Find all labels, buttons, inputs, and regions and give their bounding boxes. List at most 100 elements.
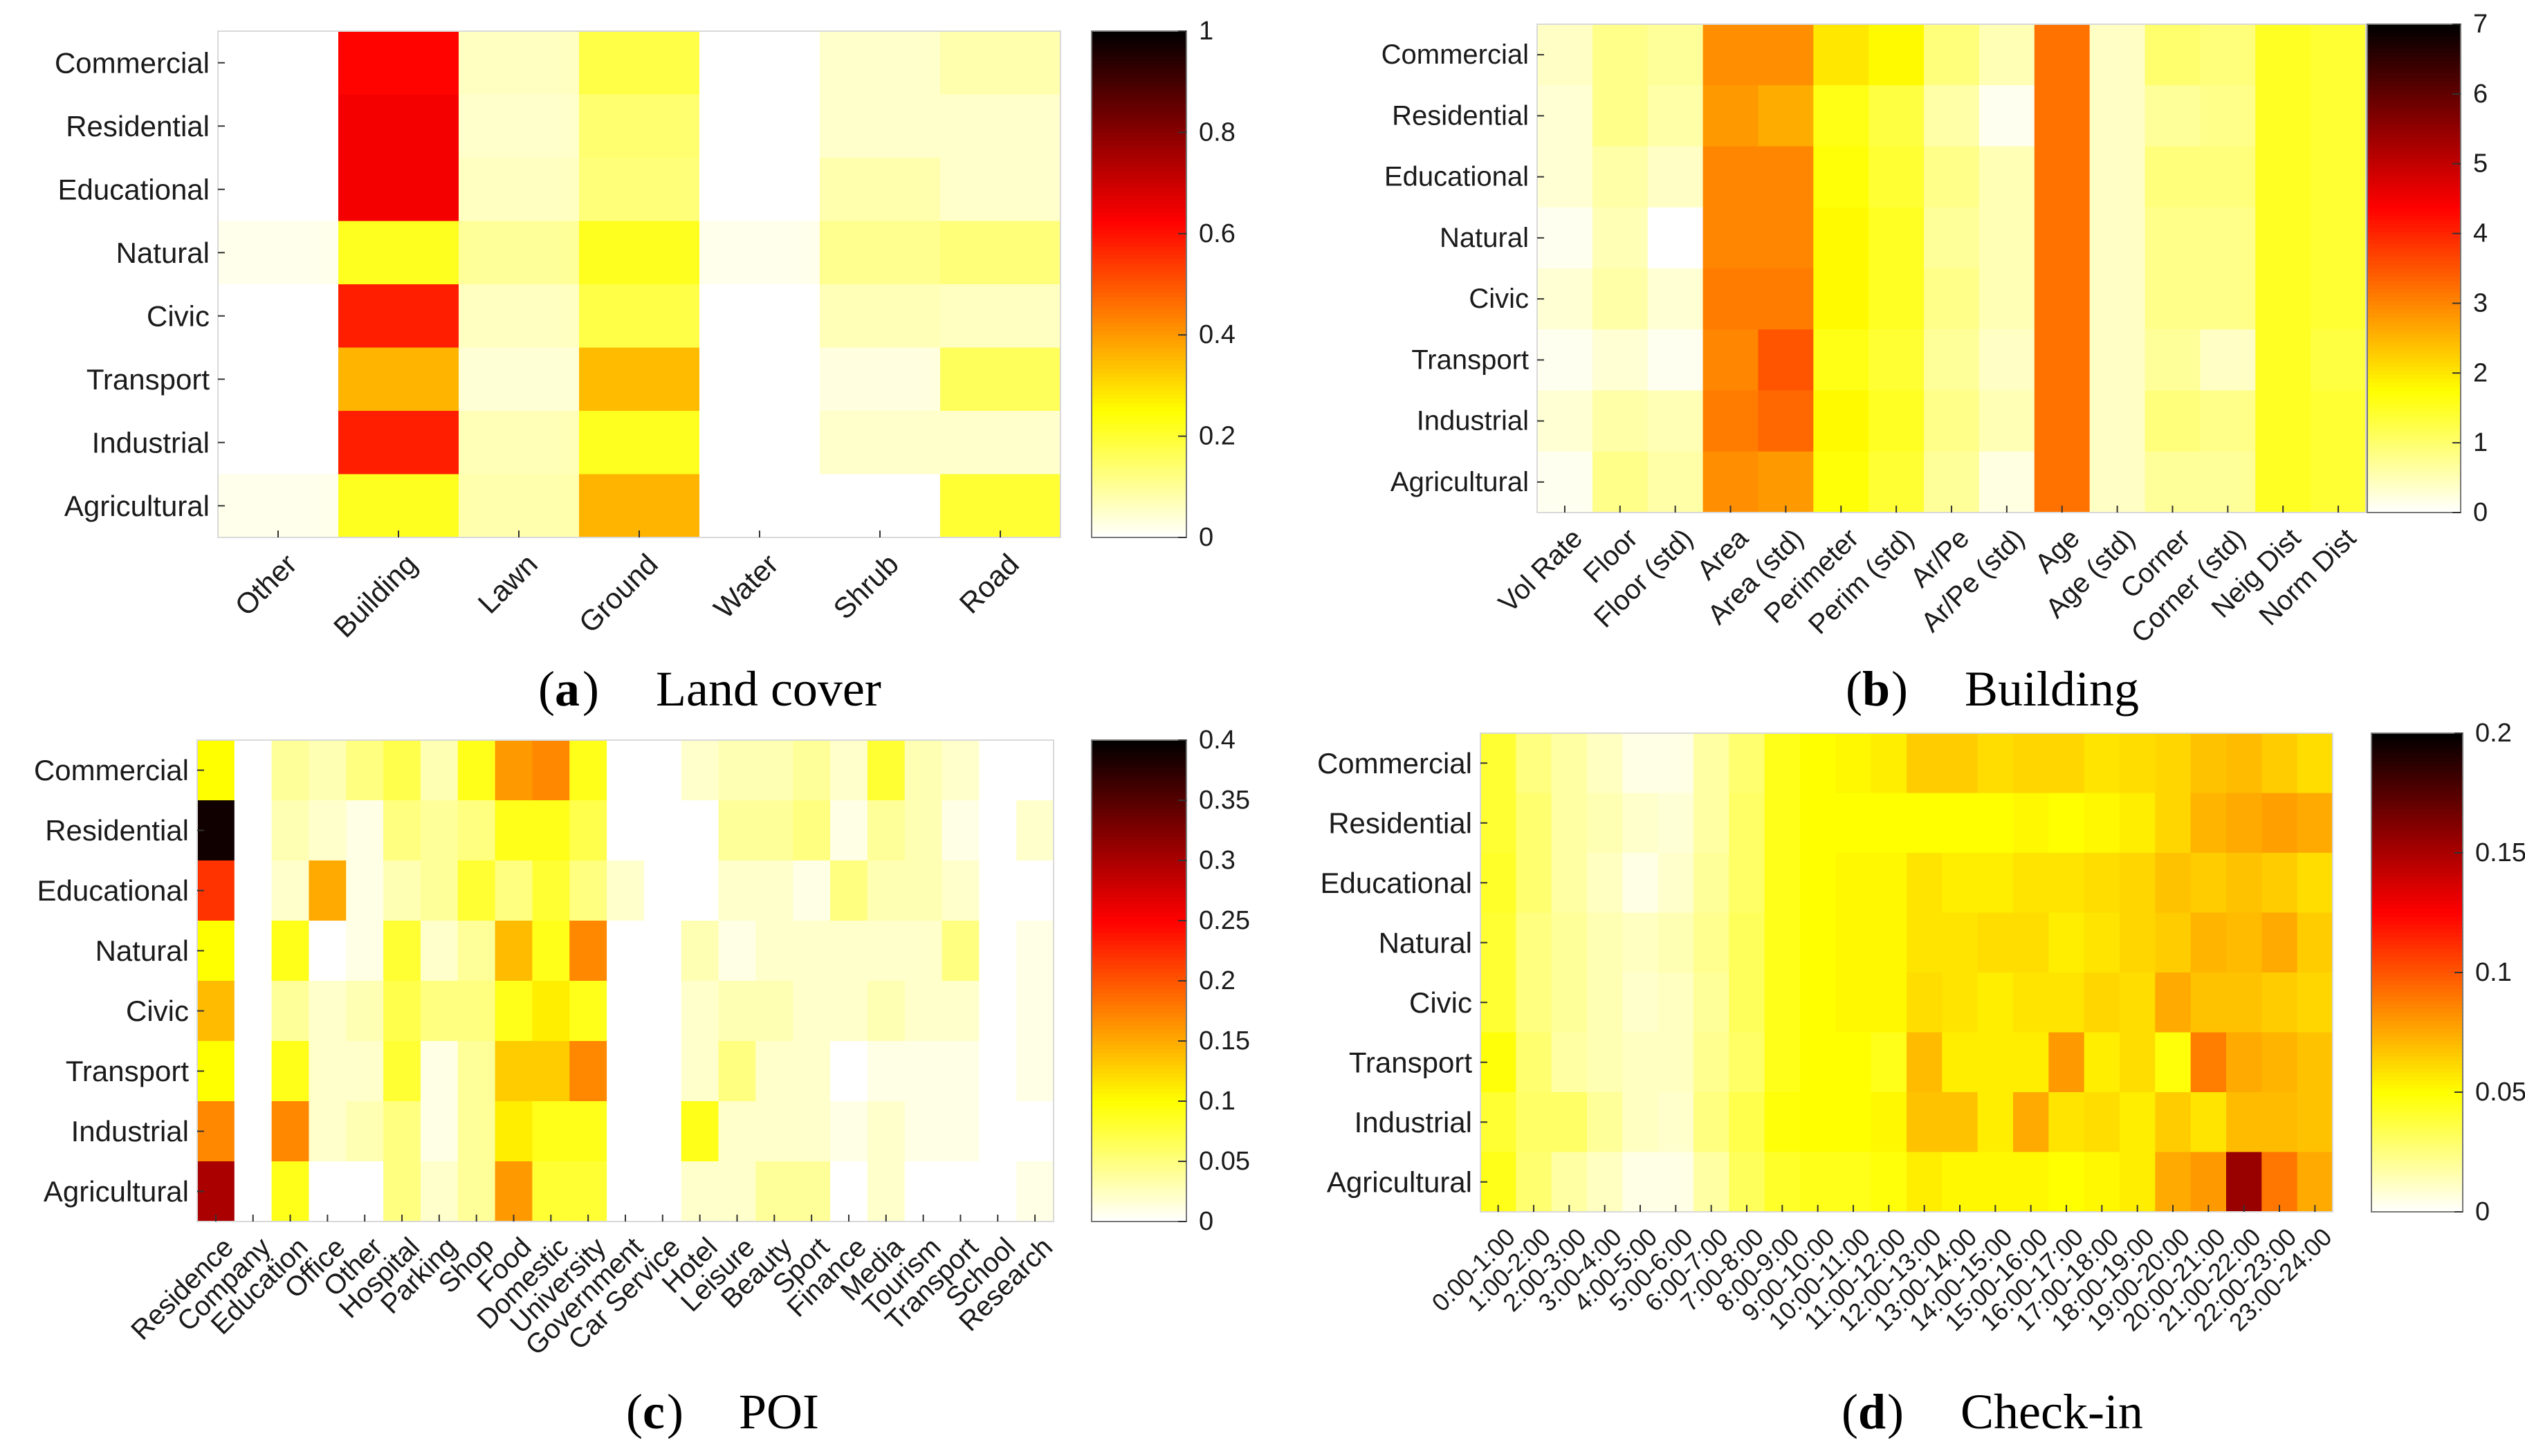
heatmap-cell-d-0-7 <box>1729 733 1765 794</box>
heatmap-cell-d-4-20 <box>2190 973 2227 1033</box>
heatmap-cell-d-3-12 <box>1907 912 1943 973</box>
heatmap-cell-d-4-6 <box>1693 973 1729 1033</box>
heatmap-cell-c-2-16 <box>793 860 831 921</box>
heatmap-cell-c-6-5 <box>383 1101 421 1162</box>
colorbar-band-c-51 <box>1092 1013 1186 1017</box>
heatmap-cell-b-0-14 <box>2311 24 2367 86</box>
colorbar-band-b-112 <box>2367 53 2461 57</box>
heatmap-cell-d-3-4 <box>1622 912 1659 973</box>
heatmap-cell-b-1-14 <box>2311 85 2367 147</box>
colorbar-band-a-52 <box>1092 313 1186 319</box>
colorbar-band-c-43 <box>1092 1044 1186 1050</box>
colorbar-band-b-119 <box>2367 24 2461 29</box>
colorbar-band-d-107 <box>2371 781 2463 786</box>
heatmap-cell-c-4-19 <box>904 981 943 1042</box>
heatmap-cell-c-0-20 <box>942 740 980 801</box>
colorbar-band-b-74 <box>2367 207 2461 212</box>
colorbar-band-a-114 <box>1092 52 1186 57</box>
colorbar-band-c-84 <box>1092 881 1186 885</box>
colorbar-band-d-105 <box>2371 789 2463 794</box>
heatmap-cell-c-4-22 <box>1016 981 1054 1042</box>
colorbar-band-c-47 <box>1092 1029 1186 1033</box>
colorbar-band-a-54 <box>1092 305 1186 311</box>
colorbar-band-a-11 <box>1092 486 1186 492</box>
colorbar-band-d-35 <box>2371 1068 2463 1073</box>
colorbar-band-c-0 <box>1092 1217 1186 1222</box>
colorbar-band-d-84 <box>2371 872 2463 878</box>
colorbar-band-b-28 <box>2367 394 2461 399</box>
heatmap-cell-b-0-11 <box>2145 24 2201 86</box>
colorbar-band-a-85 <box>1092 174 1186 180</box>
colorbar-band-b-41 <box>2367 341 2461 347</box>
heatmap-cell-c-3-4 <box>346 921 384 982</box>
heatmap-cell-d-6-17 <box>2084 1092 2120 1153</box>
colorbar-band-c-89 <box>1092 860 1186 865</box>
heatmap-cell-c-5-17 <box>830 1041 868 1102</box>
heatmap-cell-d-2-3 <box>1587 853 1623 914</box>
row-label-b-4: Civic <box>1469 284 1529 314</box>
heatmap-cell-d-6-8 <box>1764 1092 1801 1153</box>
row-label-a-0: Commercial <box>55 46 210 79</box>
colorbar-band-d-52 <box>2371 1000 2463 1005</box>
heatmap-cell-a-4-1 <box>338 284 459 349</box>
heatmap-cell-d-0-4 <box>1622 733 1659 794</box>
caption-b-letter: b <box>1862 661 1890 717</box>
colorbar-band-a-50 <box>1092 322 1186 327</box>
colorbar-band-a-27 <box>1092 419 1186 424</box>
colorbar-band-b-62 <box>2367 256 2461 261</box>
colorbar-band-b-88 <box>2367 150 2461 155</box>
colorbar-band-c-64 <box>1092 961 1186 966</box>
colorbar-band-c-88 <box>1092 864 1186 869</box>
heatmap-cell-a-2-6 <box>940 158 1061 222</box>
heatmap-cell-c-5-5 <box>383 1041 421 1102</box>
heatmap-cell-b-5-6 <box>1868 329 1925 391</box>
colorbar-band-c-21 <box>1092 1133 1186 1138</box>
colorbar-band-d-97 <box>2371 820 2463 826</box>
heatmap-cell-d-3-23 <box>2297 912 2333 973</box>
colorbar-band-b-52 <box>2367 297 2461 302</box>
colorbar-band-a-92 <box>1092 145 1186 150</box>
colorbar-band-b-19 <box>2367 431 2461 436</box>
heatmap-cell-b-5-9 <box>2034 329 2091 391</box>
colorbar-band-d-11 <box>2371 1163 2463 1169</box>
row-label-b-7: Agricultural <box>1390 467 1529 497</box>
heatmap-cell-d-5-15 <box>2013 1032 2049 1093</box>
caption-c-open: ( <box>626 1384 643 1439</box>
heatmap-cell-c-7-12 <box>643 1161 682 1222</box>
heatmap-cell-b-3-12 <box>2200 207 2256 269</box>
colorbar-band-d-0 <box>2371 1208 2463 1213</box>
caption-a: ( a ) Land cover <box>538 661 881 717</box>
row-label-d-0: Commercial <box>1317 747 1472 780</box>
heatmap-cell-d-1-16 <box>2048 793 2085 854</box>
heatmap-cell-d-1-4 <box>1622 793 1659 854</box>
heatmap-cell-c-2-10 <box>569 860 607 921</box>
colorbar-band-a-24 <box>1092 432 1186 437</box>
heatmap-cell-c-0-15 <box>755 740 793 801</box>
heatmap-cell-b-4-0 <box>1537 268 1593 330</box>
heatmap-cell-c-5-13 <box>681 1041 719 1102</box>
colorbar-band-b-56 <box>2367 280 2461 286</box>
colorbar-band-a-59 <box>1092 284 1186 289</box>
heatmap-cell-b-2-14 <box>2311 146 2367 208</box>
heatmap-cell-d-0-17 <box>2084 733 2120 794</box>
colorbar-band-a-60 <box>1092 279 1186 285</box>
panel-b: Commercial Residential Educational Natural C… <box>1381 10 2488 649</box>
heatmap-cell-b-3-1 <box>1592 207 1649 269</box>
heatmap-cell-d-0-22 <box>2261 733 2298 794</box>
heatmap-cell-c-1-10 <box>569 800 607 861</box>
heatmap-cell-a-1-2 <box>459 94 580 158</box>
colorbar-band-d-83 <box>2371 876 2463 881</box>
colorbar-band-a-6 <box>1092 508 1186 513</box>
heatmap-cell-d-4-12 <box>1907 973 1943 1033</box>
heatmap-cell-b-1-8 <box>1978 85 2035 147</box>
heatmap-cell-c-3-14 <box>718 921 756 982</box>
heatmap-cell-c-5-12 <box>643 1041 682 1102</box>
colorbar-band-a-99 <box>1092 116 1186 120</box>
heatmap-cell-b-2-1 <box>1592 146 1649 208</box>
heatmap-cell-c-7-11 <box>607 1161 645 1222</box>
heatmap-cell-a-0-1 <box>338 31 459 95</box>
colorbar-tick-label-c-4: 0.2 <box>1199 966 1236 995</box>
colorbar-band-c-69 <box>1092 941 1186 946</box>
heatmap-cell-c-3-18 <box>867 921 906 982</box>
colorbar-tick-label-d-4: 0.2 <box>2475 719 2512 748</box>
